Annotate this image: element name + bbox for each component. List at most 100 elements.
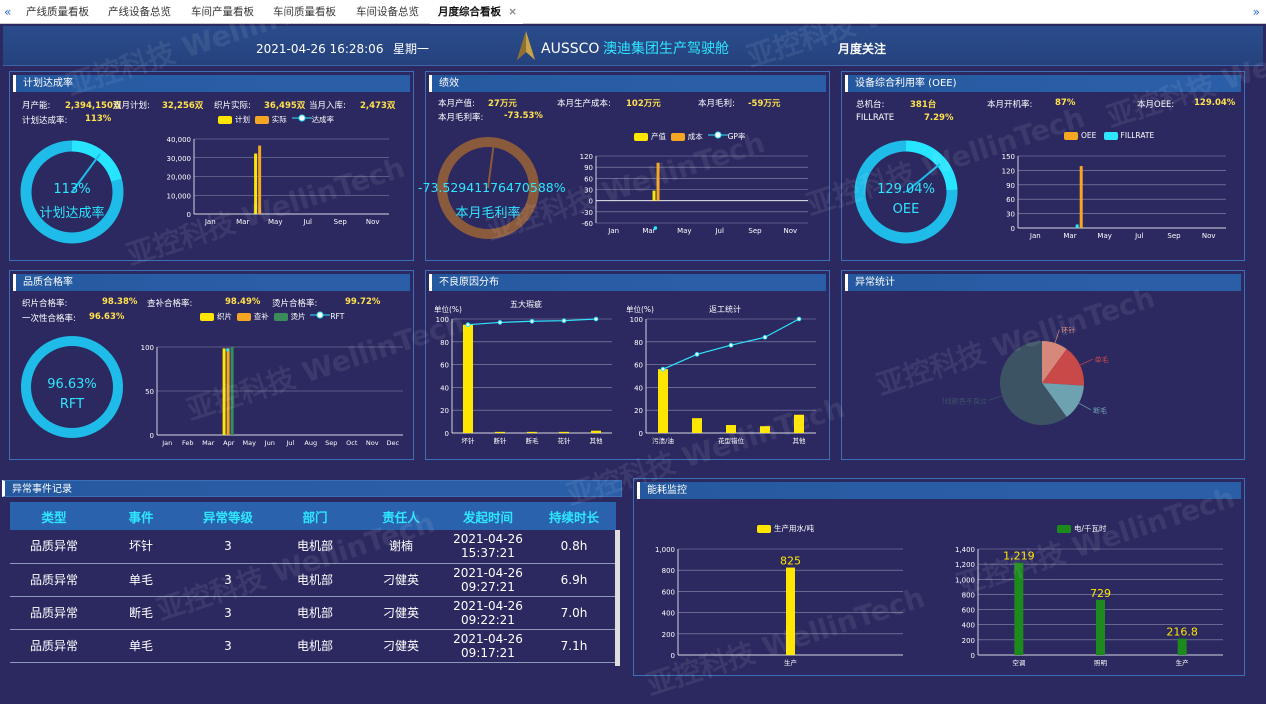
legend-plan: 计划	[235, 115, 250, 124]
cumulative-point	[762, 334, 768, 340]
tab-workshop-output[interactable]: 车间产量看板	[191, 6, 254, 18]
y-tick-label: 800	[962, 591, 975, 599]
x-tick-label: Nov	[1202, 232, 1216, 240]
data-label: 1,219	[1003, 550, 1035, 563]
x-tick-label: Oct	[346, 439, 358, 447]
oee-machines-value: 381台	[910, 100, 937, 110]
quality-gauge-value: 96.63%	[47, 377, 97, 392]
legend-cost: 成本	[687, 132, 703, 141]
events-header-cell[interactable]: 类型	[10, 502, 98, 530]
pie-label: 织线颜色不良过	[942, 396, 987, 405]
events-header-row: 类型 事件 异常等级 部门 责任人 发起时间 持续时长	[10, 502, 616, 530]
table-row[interactable]: 品质异常 坏针 3 电机部 谢楠 2021-04-26 15:37:21 0.8h	[10, 530, 616, 564]
events-header-cell[interactable]: 部门	[272, 502, 358, 530]
tabs-scroll-left-icon[interactable]: «	[4, 5, 12, 19]
events-header-cell[interactable]: 持续时长	[532, 502, 616, 530]
oee-fillrate-label: FILLRATE	[856, 113, 895, 123]
energy-panel-title: 能耗监控	[637, 482, 1241, 499]
table-row[interactable]: 品质异常 单毛 3 电机部 刁健英 2021-04-26 09:27:21 6.9h	[10, 563, 616, 597]
x-tick-label: Mar	[1063, 232, 1076, 240]
bar-烫片	[230, 347, 234, 435]
x-tick-label: Jul	[1134, 232, 1144, 240]
table-cell: 0.8h	[532, 530, 616, 564]
y-tick-label: 40	[634, 384, 643, 392]
y-tick-label: 0	[187, 211, 191, 219]
bar-成本	[656, 162, 660, 201]
events-header-cell[interactable]: 发起时间	[444, 502, 532, 530]
table-row[interactable]: 品质异常 单毛 3 电机部 刁健英 2021-04-26 09:17:21 7.1h	[10, 629, 616, 663]
tabs-scroll-right-icon[interactable]: »	[1252, 5, 1260, 19]
bar-实际	[258, 145, 262, 214]
events-header-cell[interactable]: 事件	[98, 502, 184, 530]
defect-unit-2: 单位(%)	[626, 305, 654, 314]
x-tick-label: 坏针	[462, 436, 476, 445]
table-cell: 6.9h	[532, 563, 616, 597]
oee-legend: OEE FILLRATE	[1064, 131, 1154, 140]
events-header-cell[interactable]: 责任人	[358, 502, 444, 530]
plan-storage-value: 2,473双	[360, 101, 396, 111]
y-tick-label: 1,000	[955, 576, 975, 584]
perf-cost-value: 102万元	[626, 99, 661, 109]
bar	[463, 324, 473, 433]
perf-margin-label: 本月毛利率:	[438, 113, 484, 123]
tab-monthly-dashboard[interactable]: 月度综合看板 ×	[430, 0, 523, 24]
x-tick-label: Sep	[325, 439, 337, 447]
tab-line-quality[interactable]: 产线质量看板	[26, 6, 89, 18]
pie-slice	[1042, 341, 1067, 383]
legend-rft: RFT	[330, 312, 345, 321]
y-tick-label: 60	[1006, 196, 1015, 204]
aussco-logo-icon	[517, 31, 535, 60]
legend-rate: 达成率	[311, 115, 335, 124]
data-label: 825	[780, 555, 801, 568]
tab-workshop-equipment[interactable]: 车间设备总览	[356, 6, 419, 18]
table-row[interactable]: 品质异常 断毛 3 电机部 刁健英 2021-04-26 09:22:21 7.0h	[10, 596, 616, 630]
perf-output-value: 27万元	[488, 99, 517, 109]
y-tick-label: 80	[440, 339, 449, 347]
plan-gauge-value: 113%	[53, 182, 91, 197]
energy-legend-power: 电/千瓦时	[1057, 523, 1107, 534]
legend-swatch-oee	[1064, 132, 1078, 140]
x-tick-label: Mar	[642, 227, 655, 235]
x-tick-label: Jul	[285, 439, 294, 447]
legend-power: 电/千瓦时	[1074, 524, 1107, 533]
tab-close-icon[interactable]: ×	[508, 6, 517, 18]
y-tick-label: 200	[662, 631, 675, 639]
bar-OEE	[1079, 166, 1083, 228]
y-tick-label: 1,200	[955, 561, 975, 569]
x-tick-label: May	[268, 218, 282, 226]
legend-water: 生产用水/吨	[774, 524, 815, 533]
perf-bar-chart: 120 90 60 30 0 -30 -60 Jan Mar May Jul Sep Nov	[580, 153, 808, 235]
table-cell: 电机部	[272, 596, 358, 630]
events-header-cell[interactable]: 异常等级	[184, 502, 272, 530]
cumulative-point	[497, 320, 503, 325]
tab-workshop-quality[interactable]: 车间质量看板	[273, 6, 336, 18]
y-tick-label: 150	[1002, 153, 1015, 161]
events-panel-title: 异常事件记录	[2, 480, 622, 497]
pie-label: 环针	[1061, 326, 1075, 335]
plan-actual-label: 织片实际:	[214, 101, 251, 111]
legend-output: 产值	[651, 132, 666, 141]
x-tick-label: 照明	[1094, 659, 1108, 667]
y-tick-label: 0	[971, 652, 975, 660]
bar-FILLRATE	[1075, 224, 1079, 228]
defect-subtitle-2: 返工统计	[709, 305, 741, 314]
quality-once-value: 96.63%	[89, 312, 125, 322]
y-tick-label: 0	[1011, 225, 1015, 233]
margin-gauge-value: -73.52941176470588%	[418, 180, 566, 195]
table-cell: 3	[184, 629, 272, 663]
quality-knit-label: 织片合格率:	[22, 299, 68, 309]
tab-line-equipment[interactable]: 产线设备总览	[108, 6, 171, 18]
table-cell: 单毛	[98, 563, 184, 597]
table-cell: 2021-04-26 09:17:21	[444, 629, 532, 663]
tab-bar: « 产线质量看板 产线设备总览 车间产量看板 车间质量看板 车间设备总览 月度综…	[0, 0, 1266, 24]
quality-bar-chart: 0 50 100 Jan Feb Mar Apr May Jun Jul Aug Sep Oct Nov D…	[141, 344, 403, 447]
legend-line-icon	[291, 114, 312, 122]
table-cell: 刁健英	[358, 629, 444, 663]
y-tick-label: 60	[634, 362, 643, 370]
cumulative-point	[561, 318, 567, 324]
defect-panel-title: 不良原因分布	[429, 274, 826, 291]
table-cell: 2021-04-26 15:37:21	[444, 530, 532, 564]
plan-monthly-label: 当月计划:	[113, 101, 150, 111]
events-scrollbar[interactable]	[615, 530, 620, 666]
y-tick-label: 30,000	[167, 155, 192, 163]
